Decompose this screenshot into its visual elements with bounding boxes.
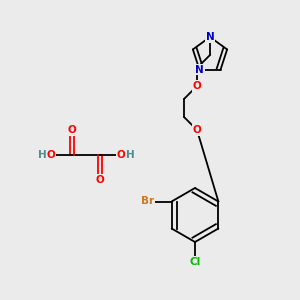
Text: H: H [38,150,46,160]
Text: O: O [193,81,201,91]
Text: Br: Br [141,196,154,206]
Text: O: O [96,175,104,185]
Text: H: H [126,150,134,160]
Text: O: O [193,125,201,135]
Text: O: O [46,150,56,160]
Text: Cl: Cl [189,257,201,267]
Text: N: N [206,32,214,42]
Text: O: O [117,150,125,160]
Text: N: N [195,64,204,75]
Text: O: O [68,125,76,135]
